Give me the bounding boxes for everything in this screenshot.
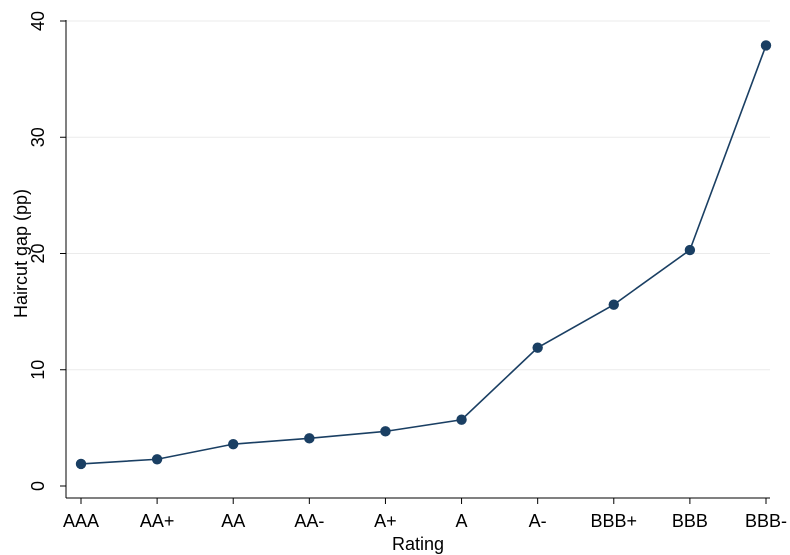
- x-axis-title: Rating: [392, 534, 444, 554]
- series: [75, 40, 772, 470]
- data-point: [151, 454, 163, 465]
- y-ticks: 0 10 20 30 40: [28, 11, 66, 491]
- y-tick-label: 0: [28, 481, 48, 491]
- y-axis-title: Haircut gap (pp): [11, 189, 31, 318]
- series-line: [80, 45, 767, 465]
- data-point: [456, 414, 467, 425]
- y-tick-label: 40: [28, 11, 48, 31]
- data-point: [380, 426, 391, 437]
- y-tick-label: 20: [28, 243, 48, 263]
- x-tick-label: BBB: [672, 511, 708, 531]
- data-point: [304, 433, 315, 444]
- data-point: [228, 438, 239, 450]
- x-tick-label: BBB-: [745, 511, 787, 531]
- x-tick-label: A-: [529, 511, 547, 531]
- y-tick-label: 10: [28, 360, 48, 380]
- axes: [65, 20, 770, 499]
- x-tick-label: A+: [374, 511, 397, 531]
- y-tick-label: 30: [28, 127, 48, 147]
- x-tick-label: AA-: [294, 511, 324, 531]
- data-point: [75, 458, 87, 470]
- data-point: [532, 342, 543, 353]
- x-tick-label: AA+: [140, 511, 175, 531]
- gridlines: [66, 20, 770, 371]
- data-point: [608, 299, 619, 310]
- x-tick-label: BBB+: [591, 511, 638, 531]
- x-tick-label: AA: [221, 511, 245, 531]
- x-ticks: AAA AA+ AA AA- A+ A A- BBB+ BBB BBB-: [63, 498, 787, 531]
- data-point: [684, 244, 696, 256]
- x-tick-label: A: [456, 511, 468, 531]
- data-point: [760, 40, 772, 51]
- x-tick-label: AAA: [63, 511, 99, 531]
